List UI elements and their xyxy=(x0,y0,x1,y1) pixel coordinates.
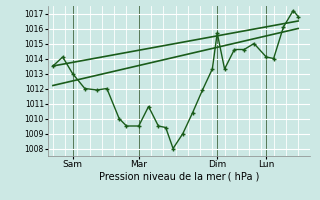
X-axis label: Pression niveau de la mer ( hPa ): Pression niveau de la mer ( hPa ) xyxy=(99,172,260,182)
